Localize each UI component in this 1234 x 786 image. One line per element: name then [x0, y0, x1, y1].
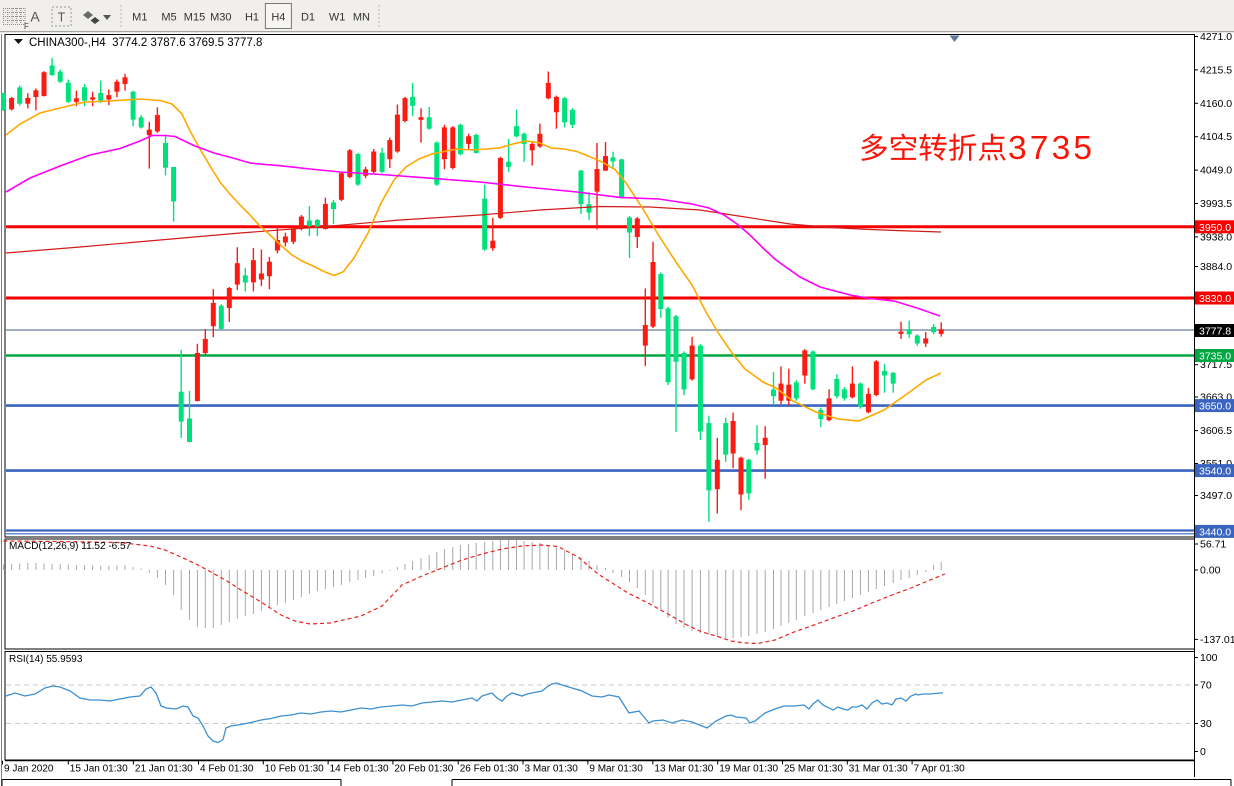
svg-text:3497.0: 3497.0 — [1200, 490, 1232, 502]
svg-text:4160.0: 4160.0 — [1200, 98, 1232, 110]
svg-text:13 Mar 01:30: 13 Mar 01:30 — [654, 764, 713, 775]
svg-text:4104.5: 4104.5 — [1200, 131, 1232, 143]
svg-text:30: 30 — [1200, 718, 1212, 730]
svg-text:3993.5: 3993.5 — [1200, 198, 1232, 210]
svg-text:3717.5: 3717.5 — [1200, 359, 1232, 371]
svg-text:4049.0: 4049.0 — [1200, 165, 1232, 177]
svg-text:4271.0: 4271.0 — [1200, 31, 1232, 43]
svg-text:3830.0: 3830.0 — [1199, 293, 1231, 305]
svg-text:3735.0: 3735.0 — [1199, 351, 1231, 363]
svg-text:3606.5: 3606.5 — [1200, 425, 1232, 437]
svg-text:F: F — [24, 22, 29, 31]
svg-text:3 Mar 01:30: 3 Mar 01:30 — [525, 764, 579, 775]
svg-text:-137.01: -137.01 — [1200, 634, 1234, 646]
svg-text:H1: H1 — [245, 12, 259, 24]
svg-text:3950.0: 3950.0 — [1199, 222, 1231, 234]
svg-text:9 Mar 01:30: 9 Mar 01:30 — [589, 764, 643, 775]
svg-text:0: 0 — [1200, 746, 1206, 758]
svg-text:21 Jan 01:30: 21 Jan 01:30 — [135, 764, 193, 775]
svg-text:20 Feb 01:30: 20 Feb 01:30 — [394, 764, 453, 775]
svg-text:M5: M5 — [161, 12, 176, 24]
svg-text:7 Apr 01:30: 7 Apr 01:30 — [914, 764, 966, 775]
svg-text:4 Feb 01:30: 4 Feb 01:30 — [200, 764, 254, 775]
svg-text:H4: H4 — [271, 12, 285, 24]
svg-text:M1: M1 — [132, 12, 147, 24]
svg-text:MACD(12,26,9) 11.52 -6.57: MACD(12,26,9) 11.52 -6.57 — [9, 541, 132, 552]
svg-text:A: A — [30, 9, 40, 25]
svg-text:9 Jan 2020: 9 Jan 2020 — [4, 764, 54, 775]
svg-text:M15: M15 — [184, 12, 205, 24]
svg-text:4215.5: 4215.5 — [1200, 64, 1232, 76]
svg-text:3938.0: 3938.0 — [1200, 231, 1232, 243]
svg-text:M30: M30 — [210, 12, 231, 24]
svg-text:14 Feb 01:30: 14 Feb 01:30 — [330, 764, 389, 775]
svg-text:70: 70 — [1200, 680, 1212, 692]
svg-text:10 Feb 01:30: 10 Feb 01:30 — [265, 764, 324, 775]
svg-text:100: 100 — [1200, 652, 1218, 664]
svg-text:3777.8: 3777.8 — [1199, 326, 1231, 338]
svg-text:W1: W1 — [329, 12, 346, 24]
svg-text:T: T — [58, 11, 66, 25]
svg-text:3540.0: 3540.0 — [1199, 466, 1231, 478]
svg-text:56.71: 56.71 — [1200, 539, 1226, 551]
svg-text:D1: D1 — [301, 12, 315, 24]
svg-text:19 Mar 01:30: 19 Mar 01:30 — [719, 764, 778, 775]
svg-text:3884.0: 3884.0 — [1200, 261, 1232, 273]
svg-text:MN: MN — [353, 12, 370, 24]
svg-text:15 Jan 01:30: 15 Jan 01:30 — [70, 764, 128, 775]
svg-text:0.00: 0.00 — [1200, 565, 1221, 577]
svg-text:26 Feb 01:30: 26 Feb 01:30 — [460, 764, 519, 775]
svg-text:25 Mar 01:30: 25 Mar 01:30 — [784, 764, 843, 775]
svg-text:3650.0: 3650.0 — [1199, 401, 1231, 413]
svg-text:3440.0: 3440.0 — [1199, 526, 1231, 538]
svg-text:31 Mar 01:30: 31 Mar 01:30 — [849, 764, 908, 775]
svg-text:RSI(14) 55.9593: RSI(14) 55.9593 — [9, 654, 83, 665]
svg-text:CHINA300-,H4 3774.2 3787.6 37: CHINA300-,H4 3774.2 3787.6 3769.5 3777.8 — [29, 37, 262, 49]
